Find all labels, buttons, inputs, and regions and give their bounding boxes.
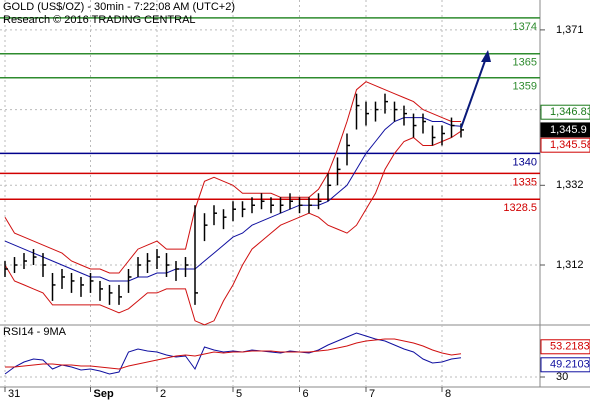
value-box-label: 1,346.83 xyxy=(550,106,590,118)
series-line xyxy=(5,338,462,370)
labels: 31Sep256781,3121,3321,3511,3713013741365… xyxy=(8,21,590,400)
value-box xyxy=(540,357,590,373)
x-tick-label: 31 xyxy=(8,388,20,400)
y-tick-label: 1,332 xyxy=(556,179,584,191)
grid xyxy=(0,0,545,392)
x-tick-label: 6 xyxy=(303,388,309,400)
arrow-head xyxy=(481,50,491,62)
value-box-label: 53.2183 xyxy=(550,341,590,353)
chart-title: GOLD (US$/OZ) - 30min - 7:22:08 AM (UTC+… xyxy=(3,1,235,13)
chart-subtitle: Research © 2016 TRADING CENTRAL xyxy=(3,14,196,26)
y-tick-label: 30 xyxy=(556,371,568,383)
x-tick-label: 8 xyxy=(445,388,451,400)
value-box-label: 1,345.58 xyxy=(550,139,590,151)
y-tick-label: 1,371 xyxy=(556,24,584,36)
level-label: 1365 xyxy=(513,57,537,69)
series-line xyxy=(4,117,462,282)
value-box xyxy=(540,339,590,355)
rsi-title: RSI14 - 9MA xyxy=(3,326,67,338)
x-tick-label: 2 xyxy=(160,388,166,400)
y-tick-label: 1,312 xyxy=(556,259,584,271)
series-line xyxy=(4,332,462,375)
value-box xyxy=(540,137,590,153)
value-box-label: 1,345.9 xyxy=(550,124,587,136)
value-box-label: 49.2103 xyxy=(550,359,590,371)
series-line xyxy=(4,81,461,274)
x-tick-label: 5 xyxy=(236,388,242,400)
level-label: 1328.5 xyxy=(503,202,537,214)
x-tick-label: 7 xyxy=(369,388,375,400)
value-box xyxy=(540,104,590,120)
series-line xyxy=(4,130,462,326)
x-tick-label: Sep xyxy=(94,388,114,400)
plot xyxy=(0,17,540,375)
level-label: 1340 xyxy=(513,156,537,168)
value-box xyxy=(540,122,590,138)
level-label: 1335 xyxy=(513,176,537,188)
projection-arrow xyxy=(460,57,487,129)
level-label: 1359 xyxy=(513,81,537,93)
level-label: 1374 xyxy=(513,21,537,33)
